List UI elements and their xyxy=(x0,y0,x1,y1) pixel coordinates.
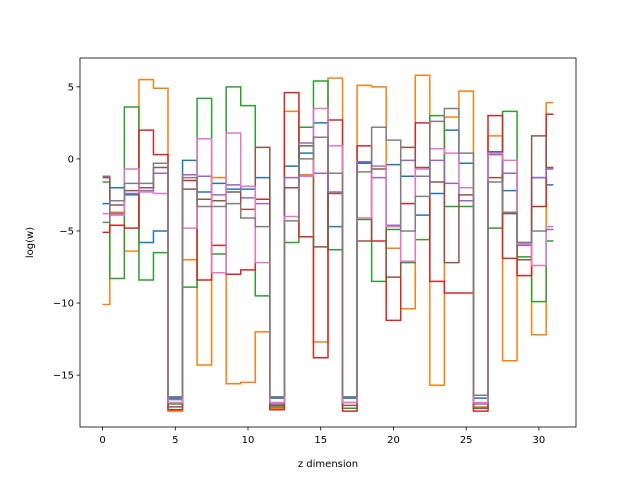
y-tick-label: −5 xyxy=(59,226,74,237)
x-tick-label: 10 xyxy=(242,435,255,446)
series-line-8 xyxy=(102,107,554,398)
series-line-6 xyxy=(102,135,554,410)
y-tick-label: −10 xyxy=(53,299,74,310)
y-tick-label: 0 xyxy=(68,154,74,165)
plot-frame xyxy=(79,57,577,428)
ticks-layer: 0 5 10 15 20 25 30 −15 −10 −5 0 5 xyxy=(53,82,545,446)
series-line-4 xyxy=(102,91,554,412)
x-tick-label: 25 xyxy=(460,435,473,446)
x-tick-label: 20 xyxy=(387,435,400,446)
y-tick-label: 5 xyxy=(68,82,74,93)
series-layer xyxy=(102,74,554,412)
x-axis-label: z dimension xyxy=(298,459,358,470)
x-tick-label: 15 xyxy=(314,435,327,446)
x-tick-label: 30 xyxy=(533,435,546,446)
x-tick-label: 0 xyxy=(99,435,105,446)
series-line-5 xyxy=(102,142,554,405)
y-tick-label: −15 xyxy=(53,371,74,382)
series-line-7 xyxy=(102,107,554,404)
x-tick-label: 5 xyxy=(172,435,178,446)
y-axis-label: log(w) xyxy=(25,227,36,258)
